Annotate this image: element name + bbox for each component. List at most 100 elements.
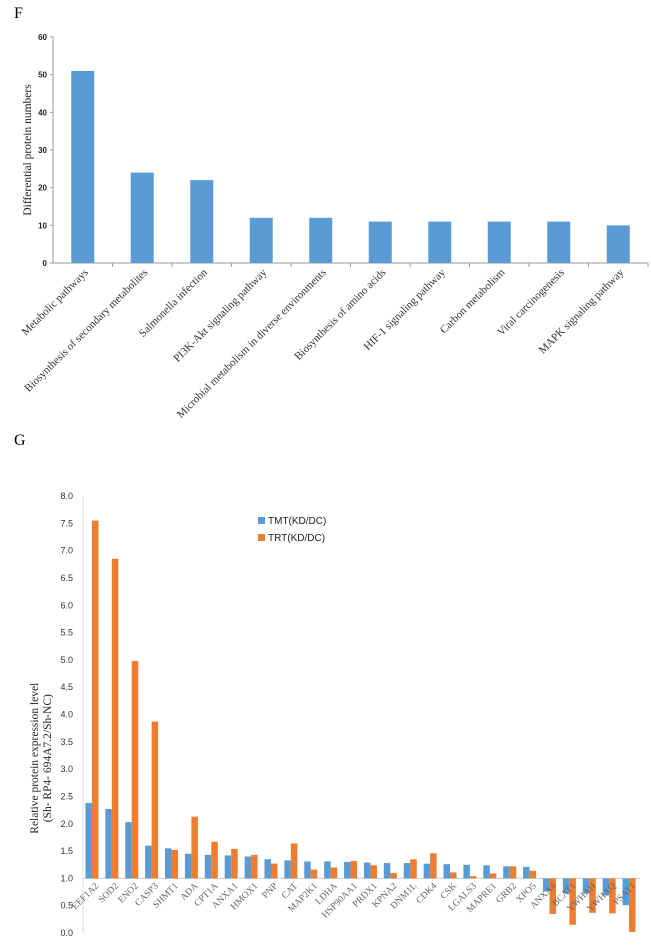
bar-trt xyxy=(609,878,616,914)
bar-tmt xyxy=(324,861,331,879)
bar-tmt xyxy=(184,853,192,879)
x-tick-label: SOD2 xyxy=(97,881,121,905)
bar-tmt xyxy=(622,878,630,906)
bar-tmt xyxy=(423,863,431,879)
bar-tmt xyxy=(582,878,590,894)
bar-trt xyxy=(111,558,119,879)
x-tick-label: CDK4 xyxy=(415,881,440,906)
bar-trt xyxy=(231,848,238,879)
bar-tmt xyxy=(204,854,212,879)
bar-trt xyxy=(370,865,377,879)
bar-trt xyxy=(450,872,457,879)
y-tick-label: 0 xyxy=(43,259,48,268)
bar-trt xyxy=(629,878,636,932)
bar-tmt xyxy=(165,848,172,879)
bar xyxy=(190,180,214,263)
bar-trt xyxy=(469,876,477,879)
bar-tmt xyxy=(483,865,490,879)
bar xyxy=(428,221,452,263)
bar xyxy=(130,172,154,263)
bar-tmt xyxy=(344,861,351,879)
legend-label: TRT(KD/DC) xyxy=(268,533,325,544)
chart-g: 0.0 0.5 1.0 1.5 2.0 2.5 3.0 3.5 4.0 4.5 5.0 5.5 6.0 6… xyxy=(29,491,640,938)
bar-tmt xyxy=(383,863,391,879)
bar-trt xyxy=(131,660,139,879)
bar-trt xyxy=(211,841,218,879)
bar-trt xyxy=(489,873,497,879)
bar-trt xyxy=(549,878,556,914)
y-tick-label: 3.5 xyxy=(60,737,73,747)
y-tick-label: 0.5 xyxy=(60,901,73,911)
bar-trt xyxy=(171,849,179,879)
legend-swatch xyxy=(258,534,265,541)
y-tick-label: 40 xyxy=(38,108,47,117)
bar xyxy=(249,217,273,263)
bar-tmt xyxy=(443,864,451,879)
x-tick-label: Biosynthesis of secondary metabolites xyxy=(22,267,150,395)
y-tick-label: 50 xyxy=(38,71,47,80)
y-tick-label: 2.5 xyxy=(60,791,73,801)
y-axis-label: (Sh- RP4- 694A7.2/Sh-NC) xyxy=(42,694,54,822)
y-tick-label: 4.5 xyxy=(60,682,73,692)
bar-trt xyxy=(529,870,537,879)
y-tick-label: 1.0 xyxy=(60,873,73,883)
panel-label-f: F xyxy=(14,5,23,22)
legend-label: TMT(KD/DC) xyxy=(268,516,326,527)
y-tick-label: 5.5 xyxy=(60,628,73,638)
y-tick-label: 60 xyxy=(38,33,47,42)
y-tick-label: 30 xyxy=(38,146,47,155)
x-tick-label: Carbon metabolism xyxy=(438,266,508,336)
panel-label-g: G xyxy=(14,432,26,449)
y-tick-label: 3.0 xyxy=(60,764,73,774)
bar-tmt xyxy=(244,856,252,879)
bar-trt xyxy=(589,878,596,913)
bar-tmt xyxy=(602,878,610,896)
bar-trt xyxy=(151,721,159,879)
y-tick-label: 10 xyxy=(38,221,47,230)
y-tick-label: 8.0 xyxy=(60,491,73,501)
bar-trt xyxy=(91,520,99,879)
bar-tmt xyxy=(503,866,510,879)
bar-trt xyxy=(310,869,318,879)
bar-trt xyxy=(569,878,576,925)
bar xyxy=(309,217,333,263)
bar-trt xyxy=(290,843,298,879)
y-tick-label: 5.0 xyxy=(60,655,73,665)
bar xyxy=(368,221,392,263)
y-tick-label: 20 xyxy=(38,184,47,193)
bar-trt xyxy=(330,867,338,879)
x-tick-label: PNP xyxy=(261,881,280,900)
bar-tmt xyxy=(145,845,152,879)
bar-tmt xyxy=(125,822,132,879)
y-tick-label: 7.5 xyxy=(60,518,73,528)
bar-tmt xyxy=(284,860,291,879)
bar-tmt xyxy=(562,878,570,894)
bar-trt xyxy=(410,859,417,879)
bar-trt xyxy=(509,866,517,879)
legend-swatch xyxy=(258,517,265,524)
bar-tmt xyxy=(523,866,530,879)
bar-trt xyxy=(390,872,397,879)
y-tick-label: 4.0 xyxy=(60,710,73,720)
y-tick-label: 2.0 xyxy=(60,819,73,829)
x-tick-label: GRB2 xyxy=(495,881,519,905)
y-axis-label: Relative protein expression level xyxy=(29,683,41,834)
y-tick-label: 0.0 xyxy=(60,928,73,938)
y-axis-label: Differential protein numbers xyxy=(22,84,34,216)
bar-trt xyxy=(430,853,437,879)
bar-tmt xyxy=(542,878,550,892)
bar xyxy=(547,221,571,263)
bar xyxy=(606,225,630,263)
bar-tmt xyxy=(85,802,92,879)
bar-tmt xyxy=(463,864,470,879)
y-tick-label: 7.0 xyxy=(60,546,73,556)
bar-trt xyxy=(270,863,278,879)
bar-tmt xyxy=(224,855,232,879)
bar-trt xyxy=(191,816,198,879)
y-tick-label: 6.5 xyxy=(60,573,73,583)
bar-trt xyxy=(251,854,258,879)
bar-tmt xyxy=(403,863,411,879)
bar xyxy=(71,70,95,264)
